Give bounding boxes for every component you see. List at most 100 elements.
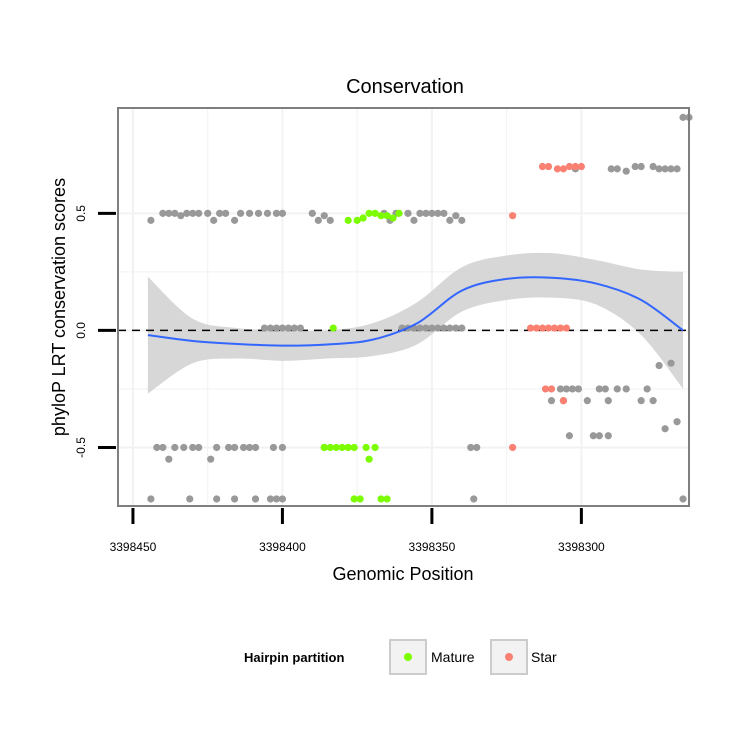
- data-point-other: [326, 216, 334, 224]
- series-mature: [320, 209, 403, 503]
- data-point-mature: [356, 495, 364, 503]
- data-point-other: [568, 385, 577, 393]
- data-point-other: [278, 209, 287, 217]
- data-point-other: [613, 385, 621, 393]
- data-point-other: [266, 495, 275, 503]
- data-point-mature: [359, 214, 367, 222]
- data-point-other: [410, 216, 418, 224]
- data-point-star: [547, 385, 556, 393]
- data-point-star: [556, 324, 565, 332]
- legend: Hairpin partition Mature Star: [244, 639, 557, 675]
- data-point-other: [661, 165, 669, 173]
- data-point-star: [577, 162, 585, 171]
- data-point-star: [538, 162, 547, 171]
- data-point-star: [553, 165, 562, 173]
- data-point-other: [230, 443, 239, 452]
- plot-border: [117, 107, 690, 507]
- data-point-other: [679, 495, 687, 503]
- legend-title: Hairpin partition: [244, 650, 344, 665]
- data-point-other: [165, 209, 173, 217]
- data-point-other: [661, 425, 669, 433]
- data-point-other: [562, 385, 571, 393]
- data-point-star: [550, 324, 559, 332]
- data-point-other: [266, 324, 275, 332]
- data-point-other: [637, 397, 645, 405]
- data-point-other: [446, 216, 454, 224]
- data-point-star: [532, 324, 541, 332]
- data-point-other: [655, 361, 663, 370]
- data-point-mature: [377, 212, 385, 220]
- data-point-mature: [350, 443, 358, 452]
- data-point-mature: [389, 214, 397, 222]
- data-point-other: [177, 212, 185, 220]
- data-point-star: [509, 443, 517, 452]
- data-point-other: [622, 167, 630, 175]
- data-point-other: [613, 165, 621, 173]
- data-point-other: [416, 209, 424, 217]
- data-point-star: [541, 385, 550, 393]
- data-point-other: [171, 209, 179, 217]
- data-point-other: [147, 495, 155, 503]
- data-point-mature: [383, 212, 391, 220]
- data-point-other: [631, 162, 639, 171]
- smooth-line: [147, 276, 684, 347]
- data-point-other: [673, 418, 681, 426]
- y-tick-label: 0.0: [74, 322, 88, 339]
- data-point-star: [562, 324, 571, 332]
- data-point-other: [637, 162, 645, 171]
- data-point-other: [216, 209, 224, 217]
- data-point-other: [278, 324, 287, 332]
- data-point-other: [180, 443, 188, 452]
- data-point-mature: [350, 495, 358, 503]
- data-point-other: [159, 209, 167, 217]
- data-point-other: [601, 385, 609, 393]
- data-point-other: [272, 209, 281, 217]
- data-point-other: [458, 324, 466, 332]
- data-point-star: [559, 165, 568, 173]
- data-point-other: [296, 324, 304, 332]
- data-point-other: [230, 495, 239, 503]
- data-point-other: [260, 324, 269, 332]
- data-point-other: [290, 324, 298, 332]
- data-point-star: [526, 324, 535, 332]
- data-point-other: [254, 209, 263, 217]
- data-point-mature: [320, 443, 328, 452]
- data-point-other: [607, 165, 615, 173]
- data-point-star: [544, 162, 553, 171]
- data-point-other: [422, 324, 430, 332]
- data-point-other: [595, 385, 603, 393]
- data-point-mature: [365, 209, 373, 217]
- data-point-other: [649, 397, 657, 405]
- data-point-other: [440, 324, 448, 332]
- data-point-other: [213, 495, 221, 503]
- data-point-other: [251, 495, 260, 503]
- data-point-other: [574, 385, 582, 393]
- legend-label-star: Star: [531, 649, 557, 665]
- data-point-other: [643, 385, 651, 393]
- data-point-other: [183, 209, 191, 217]
- data-point-other: [236, 209, 245, 217]
- data-point-mature: [371, 443, 379, 452]
- data-point-other: [547, 397, 556, 405]
- data-point-other: [186, 495, 194, 503]
- data-point-other: [649, 162, 657, 171]
- data-point-other: [589, 432, 597, 440]
- data-point-other: [269, 443, 278, 452]
- data-point-other: [159, 443, 167, 452]
- data-point-mature: [362, 443, 370, 452]
- data-point-other: [251, 443, 260, 452]
- y-axis-title: phyloP LRT conservation scores: [49, 178, 69, 436]
- series-star: [509, 162, 585, 452]
- chart-title: Conservation: [346, 76, 464, 98]
- data-point-other: [222, 209, 230, 217]
- data-point-other: [189, 443, 197, 452]
- data-point-mature: [365, 455, 373, 463]
- data-point-other: [467, 443, 475, 452]
- x-tick-label: 3398400: [259, 540, 306, 554]
- data-point-other: [272, 324, 281, 332]
- y-tick-label: 0.5: [74, 205, 88, 222]
- data-point-star: [571, 162, 579, 171]
- data-point-other: [272, 495, 281, 503]
- data-point-other: [189, 209, 197, 217]
